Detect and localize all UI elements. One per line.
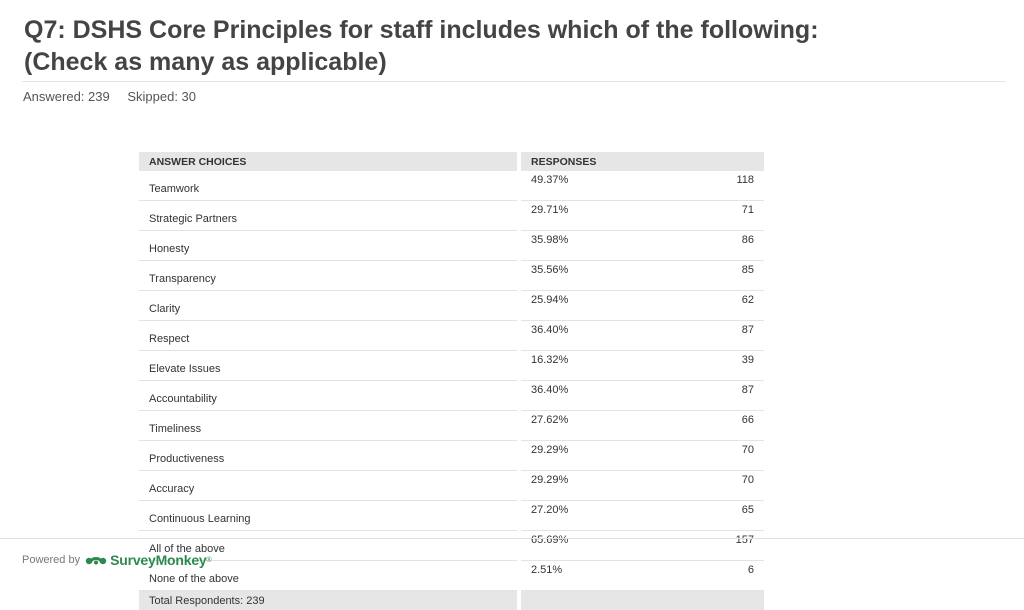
header-responses: RESPONSES	[521, 152, 764, 171]
response-percent: 65.69%	[531, 534, 568, 546]
answer-choice: Respect	[139, 321, 517, 351]
response-cell: 35.56% 85	[521, 261, 764, 291]
answer-choice: Strategic Partners	[139, 201, 517, 231]
response-count: 71	[742, 204, 754, 216]
surveymonkey-logo-text: SurveyMonkey	[110, 552, 206, 568]
total-respondents: Total Respondents: 239	[139, 591, 517, 610]
powered-by-label: Powered by	[22, 554, 80, 566]
answer-choice: Productiveness	[139, 441, 517, 471]
table-footer-row: Total Respondents: 239	[139, 591, 764, 610]
table-header-row: ANSWER CHOICES RESPONSES	[139, 152, 764, 171]
response-percent: 36.40%	[531, 324, 568, 336]
response-percent: 29.71%	[531, 204, 568, 216]
answer-choice: Continuous Learning	[139, 501, 517, 531]
answer-choice: Teamwork	[139, 171, 517, 201]
question-title: Q7: DSHS Core Principles for staff inclu…	[24, 14, 1004, 78]
response-count: 66	[742, 414, 754, 426]
table-row: Elevate Issues 16.32% 39	[139, 351, 764, 381]
table-row: Strategic Partners 29.71% 71	[139, 201, 764, 231]
response-cell: 27.20% 65	[521, 501, 764, 531]
response-percent: 27.20%	[531, 504, 568, 516]
response-cell: 36.40% 87	[521, 381, 764, 411]
answer-choice: Transparency	[139, 261, 517, 291]
response-count: 70	[742, 474, 754, 486]
answer-choice: Accuracy	[139, 471, 517, 501]
response-count: 87	[742, 384, 754, 396]
response-count: 39	[742, 354, 754, 366]
response-count: 70	[742, 444, 754, 456]
response-cell: 29.71% 71	[521, 201, 764, 231]
response-count: 86	[742, 234, 754, 246]
surveymonkey-logo-icon	[85, 553, 107, 567]
table-row: Clarity 25.94% 62	[139, 291, 764, 321]
surveymonkey-logo: SurveyMonkey ®	[85, 552, 212, 568]
table-row: Accountability 36.40% 87	[139, 381, 764, 411]
skipped-count: Skipped: 30	[127, 89, 196, 104]
response-percent: 29.29%	[531, 474, 568, 486]
table-row: Continuous Learning 27.20% 65	[139, 501, 764, 531]
answer-choice: Honesty	[139, 231, 517, 261]
table-row: Transparency 35.56% 85	[139, 261, 764, 291]
answer-choice: Timeliness	[139, 411, 517, 441]
response-count: 87	[742, 324, 754, 336]
question-title-line2: (Check as many as applicable)	[24, 48, 387, 76]
table-row: Accuracy 29.29% 70	[139, 471, 764, 501]
response-cell: 35.98% 86	[521, 231, 764, 261]
response-cell: 49.37% 118	[521, 171, 764, 201]
header-answer-choices: ANSWER CHOICES	[139, 152, 517, 171]
response-percent: 27.62%	[531, 414, 568, 426]
response-cell: 25.94% 62	[521, 291, 764, 321]
table-row: Timeliness 27.62% 66	[139, 411, 764, 441]
responses-table: ANSWER CHOICES RESPONSES Teamwork 49.37% 1…	[139, 152, 764, 610]
table-row: Productiveness 29.29% 70	[139, 441, 764, 471]
answered-count: Answered: 239	[23, 89, 110, 104]
response-percent: 25.94%	[531, 294, 568, 306]
question-title-line1: Q7: DSHS Core Principles for staff inclu…	[24, 16, 819, 44]
answer-choice: Clarity	[139, 291, 517, 321]
response-percent: 36.40%	[531, 384, 568, 396]
response-cell: 27.62% 66	[521, 411, 764, 441]
response-cell: 29.29% 70	[521, 471, 764, 501]
response-percent: 49.37%	[531, 174, 568, 186]
response-percent: 35.56%	[531, 264, 568, 276]
answer-choice: Elevate Issues	[139, 351, 517, 381]
response-count: 85	[742, 264, 754, 276]
response-cell: 36.40% 87	[521, 321, 764, 351]
response-count: 62	[742, 294, 754, 306]
response-count: 118	[736, 174, 754, 186]
table-row: Respect 36.40% 87	[139, 321, 764, 351]
response-cell: 16.32% 39	[521, 351, 764, 381]
table-row: Honesty 35.98% 86	[139, 231, 764, 261]
title-divider	[22, 81, 1006, 82]
response-count: 157	[736, 534, 754, 546]
footer-divider	[0, 538, 1024, 539]
table-row: Teamwork 49.37% 118	[139, 171, 764, 201]
response-percent: 29.29%	[531, 444, 568, 456]
response-percent: 16.32%	[531, 354, 568, 366]
response-percent: 2.51%	[531, 564, 562, 576]
response-cell: 65.69% 157	[521, 531, 764, 561]
response-count: 65	[742, 504, 754, 516]
response-cell: 29.29% 70	[521, 441, 764, 471]
response-stats: Answered: 239 Skipped: 30	[23, 89, 196, 104]
powered-by: Powered by SurveyMonkey ®	[22, 552, 212, 568]
answer-choice: Accountability	[139, 381, 517, 411]
response-count: 6	[748, 564, 754, 576]
response-percent: 35.98%	[531, 234, 568, 246]
